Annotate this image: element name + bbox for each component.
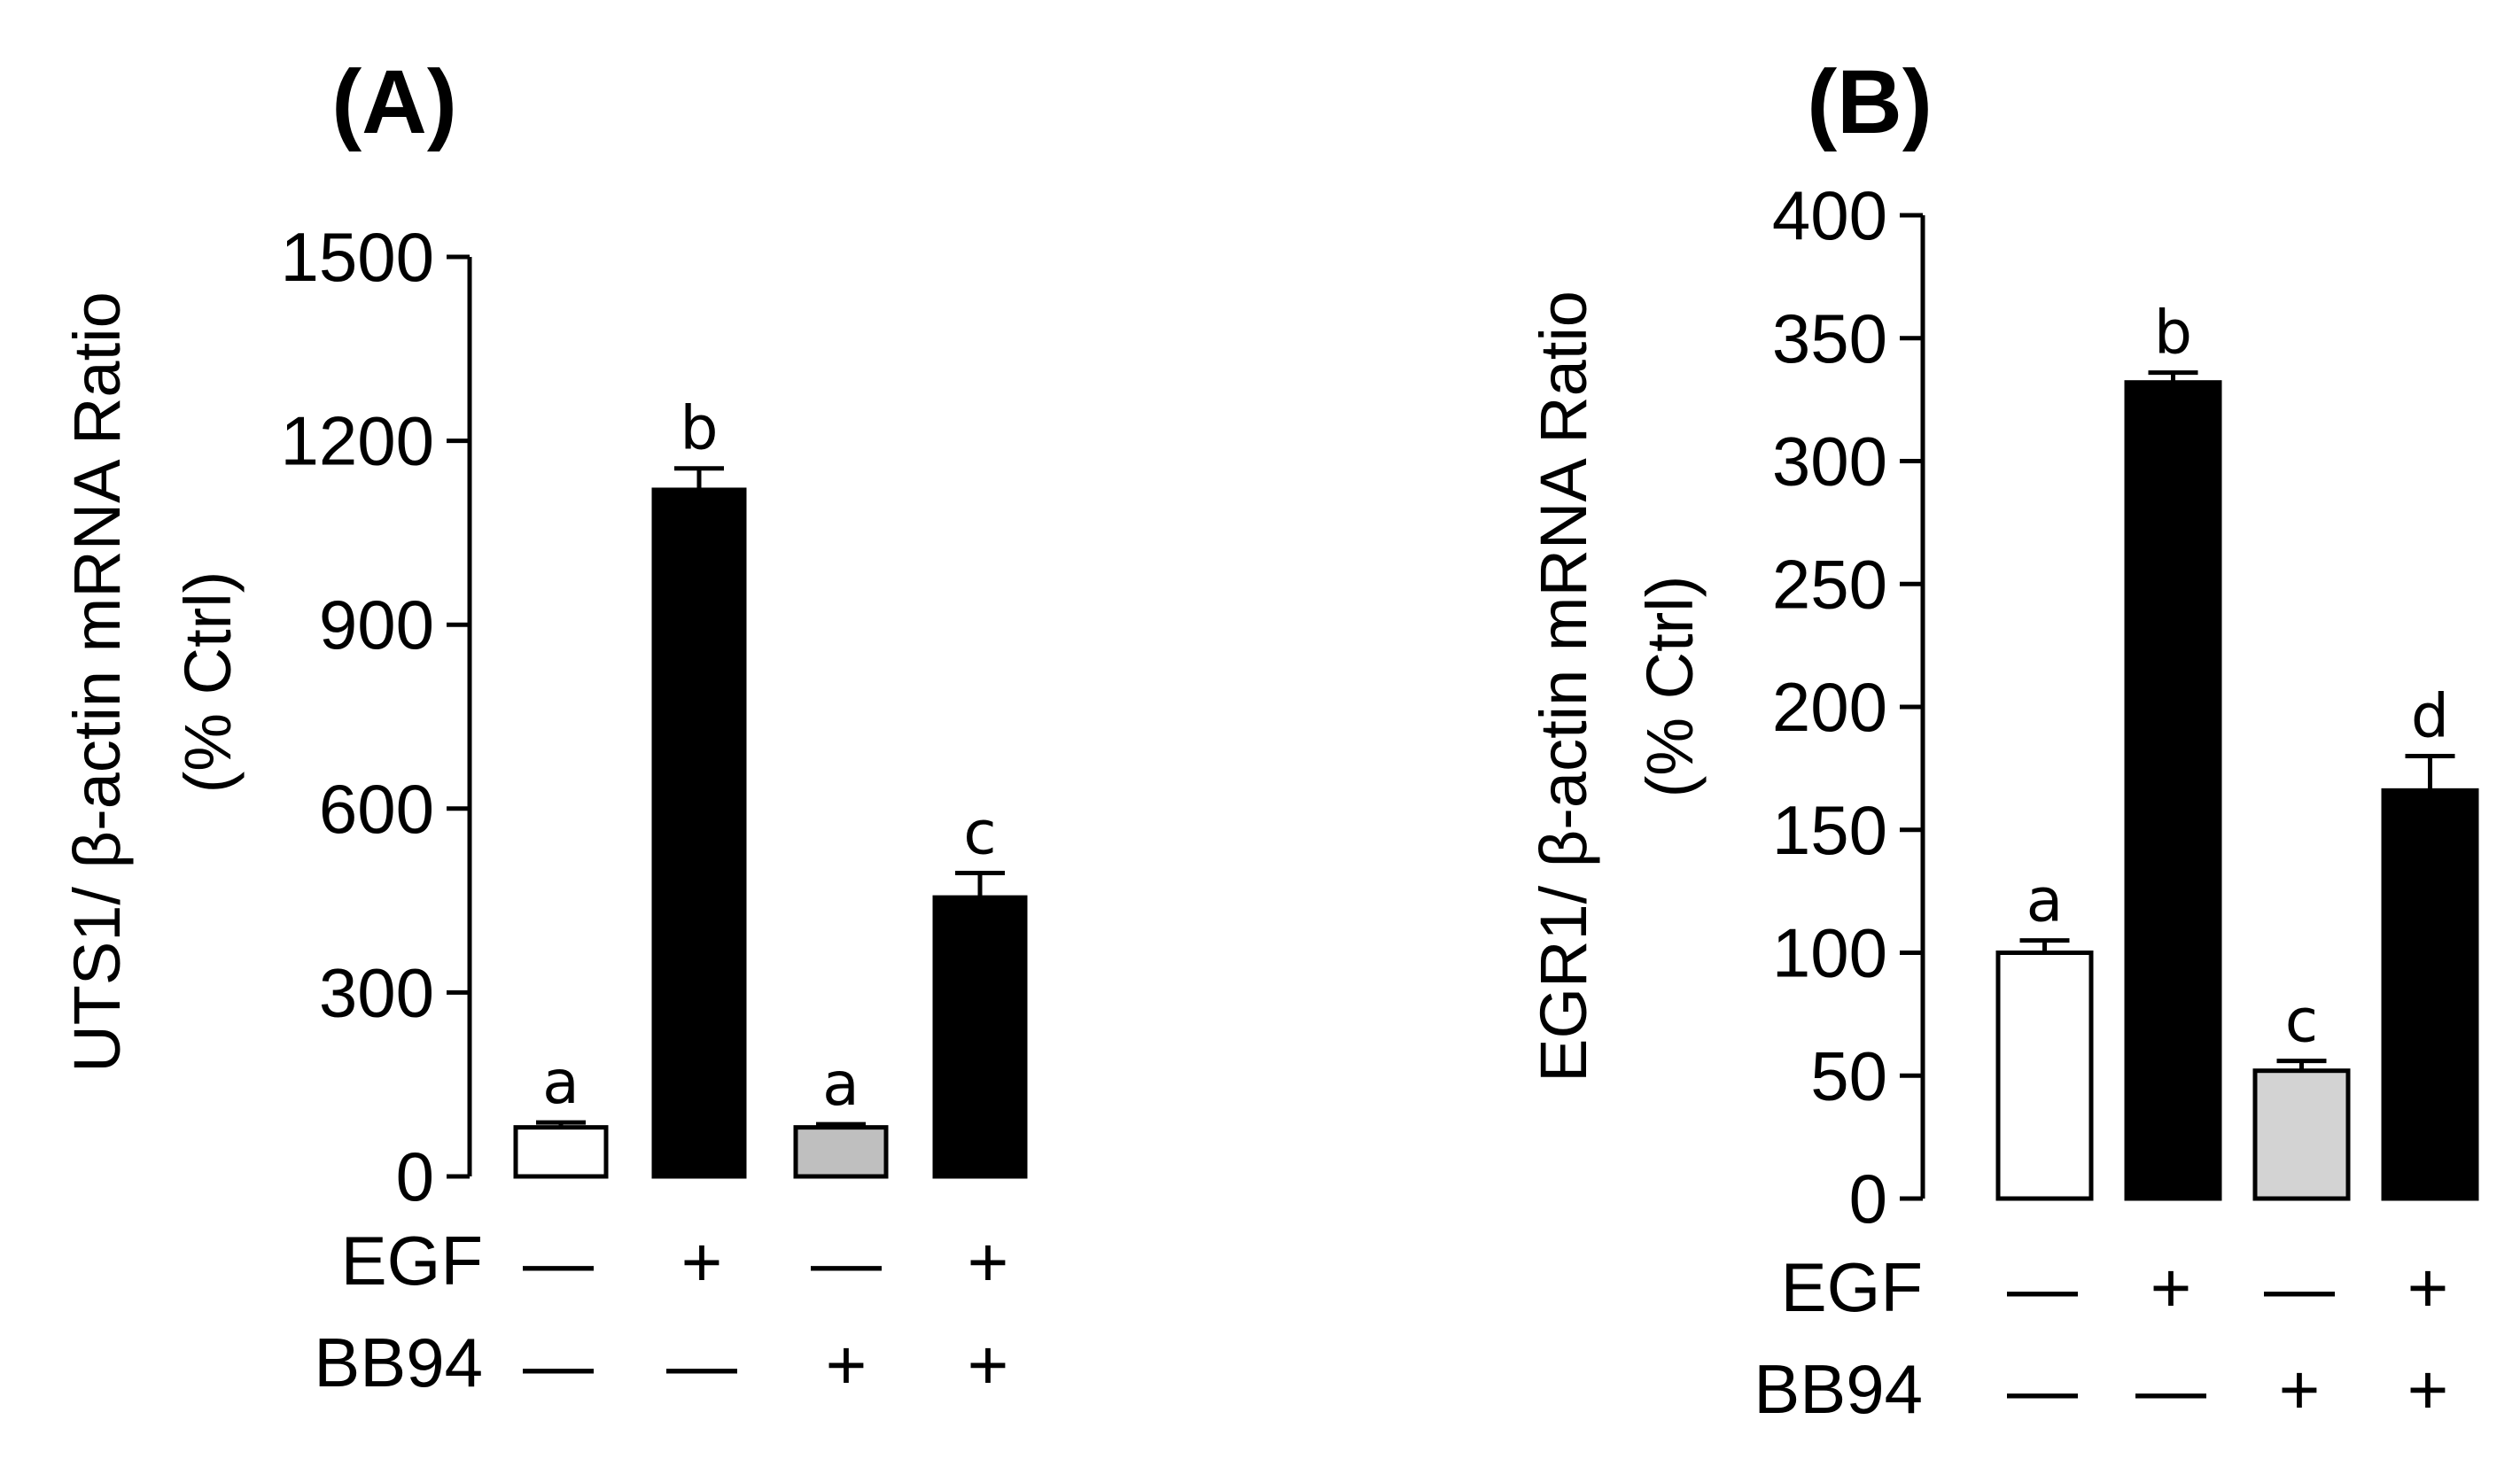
panel-a-bb94-sign: — [523, 1325, 594, 1404]
panel-b-bar [2124, 380, 2222, 1201]
panel-b-significance-letter: d [2411, 682, 2449, 752]
panel-a-y-tick-label: 900 [319, 586, 434, 664]
panel-a-egf-sign: + [968, 1222, 1009, 1301]
panel-a-bb94-sign: + [968, 1325, 1009, 1404]
panel-a-bar [793, 1125, 889, 1179]
panel-a-bars: a b a c [513, 394, 1028, 1179]
panel-a-y-axis: 0 300 600 900 1200 1500 [280, 218, 472, 1215]
panel-b-bar [2252, 1068, 2351, 1201]
panel-b-bar [2381, 788, 2479, 1201]
panel-a: (A) UTS1/ β-actin mRNA Ratio (% Ctrl) 0 3… [60, 51, 1028, 1404]
panel-a-y-tick-label: 300 [319, 953, 434, 1031]
panel-b-bars: a b c d [1995, 299, 2479, 1201]
panel-b-egf-sign: + [2407, 1248, 2449, 1327]
panel-a-treatment-signs: — + — + — — + + [523, 1222, 1008, 1404]
panel-b-y-tick-label: 0 [1849, 1160, 1887, 1238]
panel-b-y-tick-label: 200 [1772, 668, 1887, 746]
panel-a-y-tick-label: 600 [319, 770, 434, 848]
panel-b-egf-sign: + [2151, 1248, 2192, 1327]
panel-a-y-tick-label: 1200 [280, 402, 434, 480]
panel-a-significance-letter: c [963, 798, 996, 868]
panel-b-y-tick-label: 100 [1772, 914, 1887, 992]
panel-a-egf-sign: — [811, 1222, 882, 1301]
panel-a-significance-letter: b [680, 394, 718, 464]
panel-b-y-tick-label: 300 [1772, 423, 1887, 501]
panel-a-bar [651, 487, 747, 1179]
panel-b-bb94-sign: + [2279, 1350, 2321, 1429]
panel-b-egf-sign: — [2264, 1248, 2335, 1327]
panel-b-bar [1995, 951, 2094, 1201]
panel-a-bar [513, 1125, 609, 1179]
panel-b-y-axis-label: EGR1/ β-actin mRNA Ratio [1527, 291, 1600, 1083]
panel-b-y-tick-label: 250 [1772, 545, 1887, 623]
panel-a-bb94-sign: + [826, 1325, 867, 1404]
panel-a-egf-sign: — [523, 1222, 594, 1301]
panel-b-egf-label: EGF [1781, 1248, 1923, 1326]
panel-b-y-axis: 0 50 100 150 200 250 300 350 400 [1772, 176, 1925, 1238]
panel-a-egf-sign: + [681, 1222, 723, 1301]
panel-b-significance-letter: a [2026, 866, 2064, 936]
panel-b-y-tick-label: 50 [1810, 1036, 1887, 1114]
panel-a-y-axis-unit: (% Ctrl) [171, 571, 245, 794]
panel-b-egf-sign: — [2007, 1248, 2078, 1327]
panel-b-y-tick-label: 400 [1772, 176, 1887, 254]
panel-a-y-tick-label: 0 [396, 1137, 434, 1215]
panel-a-significance-letter: a [822, 1050, 859, 1120]
panel-b-bb94-sign: — [2135, 1350, 2206, 1429]
panel-a-bb94-label: BB94 [314, 1323, 483, 1401]
panel-b: (B) EGR1/ β-actin mRNA Ratio (% Ctrl) 0 5… [1527, 51, 2479, 1429]
panel-a-bar [932, 895, 1028, 1179]
panel-b-bb94-sign: + [2407, 1350, 2449, 1429]
panel-a-egf-label: EGF [341, 1222, 483, 1300]
panel-b-y-tick-label: 150 [1772, 791, 1887, 869]
panel-b-title: (B) [1807, 51, 1933, 152]
panel-b-y-axis-unit: (% Ctrl) [1633, 576, 1707, 798]
panel-a-significance-letter: a [542, 1048, 579, 1118]
panel-b-y-tick-label: 350 [1772, 299, 1887, 377]
panel-b-significance-letter: b [2154, 299, 2192, 369]
panel-a-bb94-sign: — [666, 1325, 737, 1404]
panel-b-treatment-signs: — + — + — — + + [2007, 1248, 2448, 1429]
panel-a-y-axis-label: UTS1/ β-actin mRNA Ratio [60, 291, 134, 1072]
panel-b-bb94-label: BB94 [1754, 1350, 1923, 1428]
panel-b-significance-letter: c [2285, 987, 2318, 1057]
panel-a-title: (A) [331, 51, 457, 152]
panel-a-y-tick-label: 1500 [280, 218, 434, 296]
panel-b-bb94-sign: — [2007, 1350, 2078, 1429]
